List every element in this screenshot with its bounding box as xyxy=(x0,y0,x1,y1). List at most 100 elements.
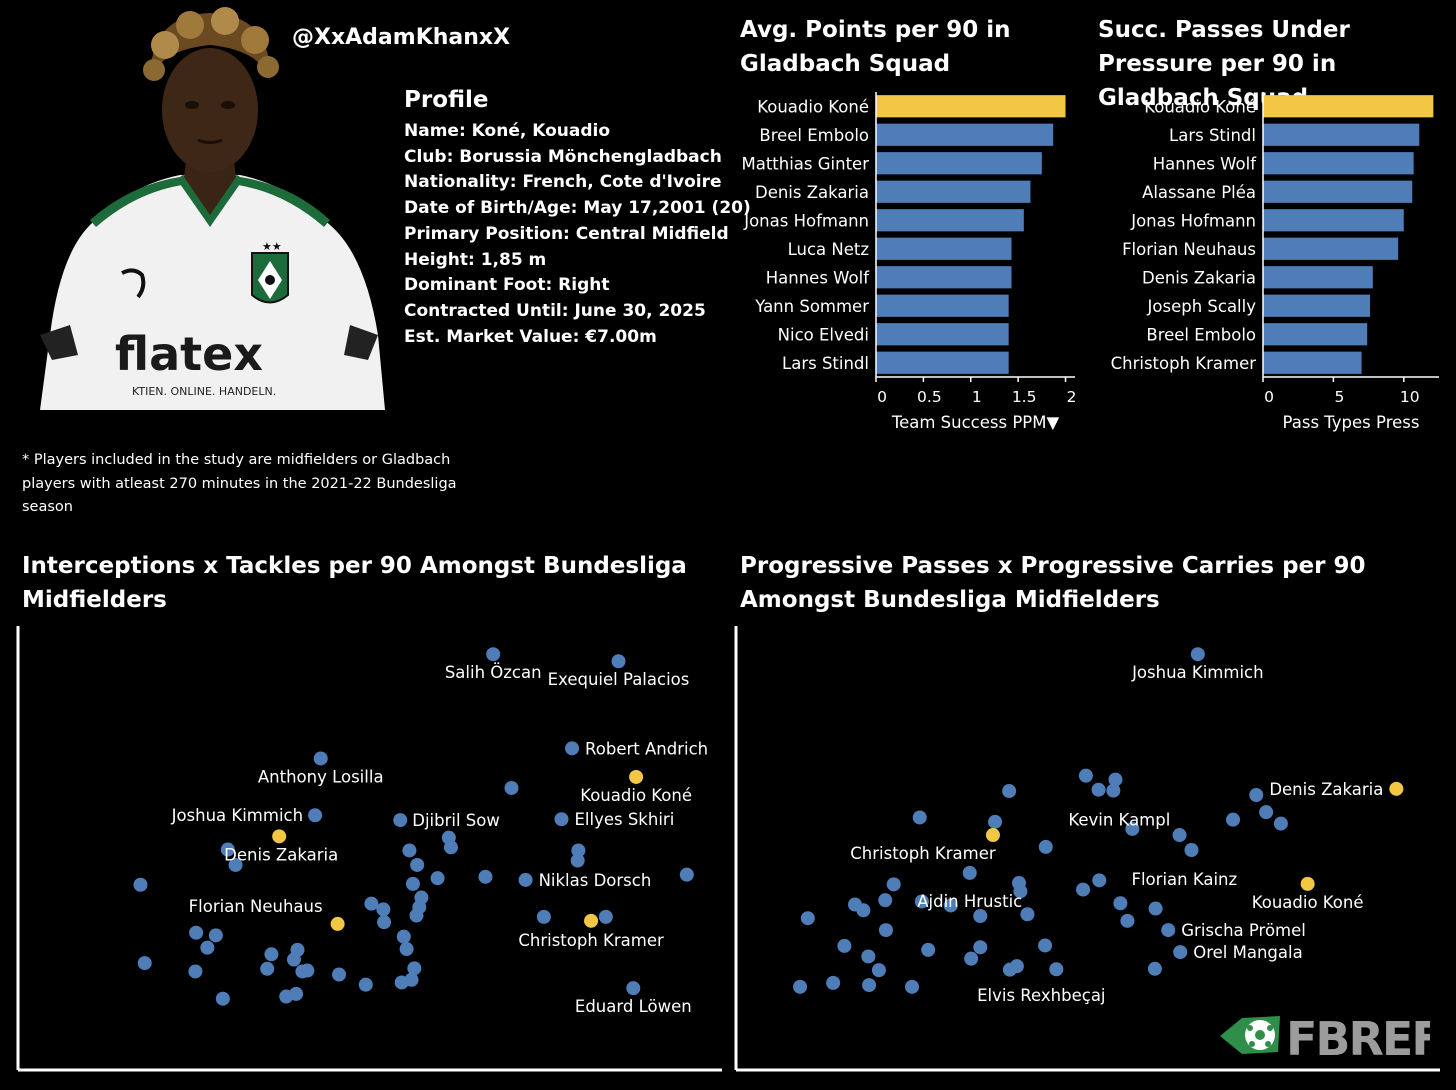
point xyxy=(332,967,347,982)
point-label-ellyes-skhiri: Ellyes Skhiri xyxy=(574,810,674,829)
bar-hannes-wolf xyxy=(1263,152,1414,175)
bar-joseph-scally xyxy=(1263,294,1371,317)
point-niklas-dorsch xyxy=(518,872,533,887)
point xyxy=(300,963,315,978)
point xyxy=(394,975,409,990)
point-christoph-kramer xyxy=(584,913,599,928)
point-ajdin-hrustic xyxy=(962,865,977,880)
point-kevin-kampl xyxy=(1106,783,1121,798)
point xyxy=(405,876,420,891)
point xyxy=(921,942,936,957)
point-label-salih-ozcan: Salih Özcan xyxy=(445,663,542,682)
point-salih-ozcan xyxy=(486,647,501,662)
point-label-grischa-promel: Grischa Prömel xyxy=(1181,921,1306,940)
point xyxy=(188,964,203,979)
point-label-orel-mangala: Orel Mangala xyxy=(1193,943,1302,962)
point-anthony-losilla xyxy=(313,751,328,766)
point xyxy=(358,977,373,992)
point-label-anthony-losilla: Anthony Losilla xyxy=(258,767,384,786)
profile-dob: Date of Birth/Age: May 17,2001 (20) xyxy=(404,198,751,219)
jersey-sponsor: flatex xyxy=(115,327,263,381)
point xyxy=(376,902,391,917)
point xyxy=(1038,839,1053,854)
point-florian-kainz xyxy=(1184,843,1199,857)
point xyxy=(914,894,929,909)
profile-title: Profile xyxy=(404,87,489,113)
point-label-niklas-dorsch: Niklas Dorsch xyxy=(539,871,652,890)
point xyxy=(399,942,414,956)
bar-hannes-wolf xyxy=(876,266,1012,289)
study-footnote: * Players included in the study are midf… xyxy=(22,452,457,515)
point xyxy=(1120,913,1135,928)
bar-label-jonas-hofmann: Jonas Hofmann xyxy=(1130,211,1256,230)
point xyxy=(1249,788,1264,802)
point xyxy=(598,909,613,924)
point xyxy=(1172,828,1187,843)
progressive-scatter-title: Progressive Passes x Progressive Carries… xyxy=(740,553,1366,613)
bar-denis-zakaria xyxy=(1263,266,1373,289)
bar-jonas-hofmann xyxy=(1263,209,1404,232)
profile-position: Primary Position: Central Midfield xyxy=(404,223,729,244)
point xyxy=(837,938,852,953)
point-grischa-promel xyxy=(1161,923,1176,938)
bar-label-joseph-scally: Joseph Scally xyxy=(1147,297,1257,316)
point-kouadio-kone xyxy=(629,769,644,784)
defensive-scatter-title: Interceptions x Tackles per 90 Amongst B… xyxy=(22,553,687,613)
fbref-wordmark: FBREF xyxy=(1286,1012,1430,1064)
point xyxy=(1108,772,1123,787)
point xyxy=(504,780,519,795)
bar-kouadio-kone xyxy=(1263,95,1434,118)
profile-details: Name: Koné, Kouadio Club: Borussia Mönch… xyxy=(404,119,751,350)
point xyxy=(1002,784,1017,799)
point xyxy=(943,898,958,913)
point-djibril-sow xyxy=(393,813,408,828)
point xyxy=(988,814,1003,829)
bar-label-luca-netz: Luca Netz xyxy=(788,240,869,259)
point-joshua-kimmich xyxy=(308,808,323,823)
profile-nationality: Nationality: French, Cote d'Ivoire xyxy=(404,172,722,193)
bar-yann-sommer xyxy=(876,294,1009,317)
point xyxy=(973,909,988,923)
bar-label-christoph-kramer: Christoph Kramer xyxy=(1111,354,1257,373)
bar-label-hannes-wolf: Hannes Wolf xyxy=(766,268,870,287)
progressive-scatter-chart: Joshua Kimmich Kevin Kampl Denis Zakaria Ch… xyxy=(734,626,1440,1072)
point xyxy=(856,903,871,918)
point xyxy=(430,871,445,886)
bar-luca-netz xyxy=(876,237,1012,260)
point-orel-mangala xyxy=(1173,945,1188,960)
point-florian-neuhaus xyxy=(330,916,345,931)
point xyxy=(912,810,927,825)
point xyxy=(264,947,279,962)
point xyxy=(878,893,893,908)
bar-label-yann-sommer: Yann Sommer xyxy=(754,297,869,316)
point-denis-zakaria xyxy=(1389,781,1404,796)
point xyxy=(410,857,425,872)
point xyxy=(793,979,808,994)
x-tick-label: 1.5 xyxy=(1012,388,1037,406)
bar-lars-stindl xyxy=(1263,123,1420,146)
bar-label-matthias-ginter: Matthias Ginter xyxy=(741,154,869,173)
bar-breel-embolo xyxy=(876,123,1054,146)
profile-height: Height: 1,85 m xyxy=(404,249,547,270)
point xyxy=(189,925,204,940)
point-exequiel-palacios xyxy=(611,654,626,669)
bar-label-breel-embolo: Breel Embolo xyxy=(759,126,869,145)
point xyxy=(1038,938,1053,953)
bar-label-denis-zakaria: Denis Zakaria xyxy=(755,183,869,202)
point-label-exequiel-palacios: Exequiel Palacios xyxy=(548,670,690,689)
point xyxy=(1113,896,1128,911)
profile-contract: Contracted Until: June 30, 2025 xyxy=(404,300,706,321)
x-tick-label: 5 xyxy=(1334,388,1344,406)
bar-matthias-ginter xyxy=(876,152,1042,175)
point-label-florian-neuhaus: Florian Neuhaus xyxy=(189,897,323,916)
point xyxy=(478,869,493,884)
bar-nico-elvedi xyxy=(876,323,1009,346)
svg-text:★★: ★★ xyxy=(262,240,282,253)
x-axis-label: Team Success PPM▼ xyxy=(891,413,1060,432)
point-label-kevin-kampl: Kevin Kampl xyxy=(1068,811,1170,830)
point xyxy=(228,857,243,872)
point-label-robert-andrich: Robert Andrich xyxy=(585,739,708,758)
point xyxy=(570,853,585,868)
point-kouadio-kone xyxy=(1300,876,1315,891)
point xyxy=(215,991,230,1006)
